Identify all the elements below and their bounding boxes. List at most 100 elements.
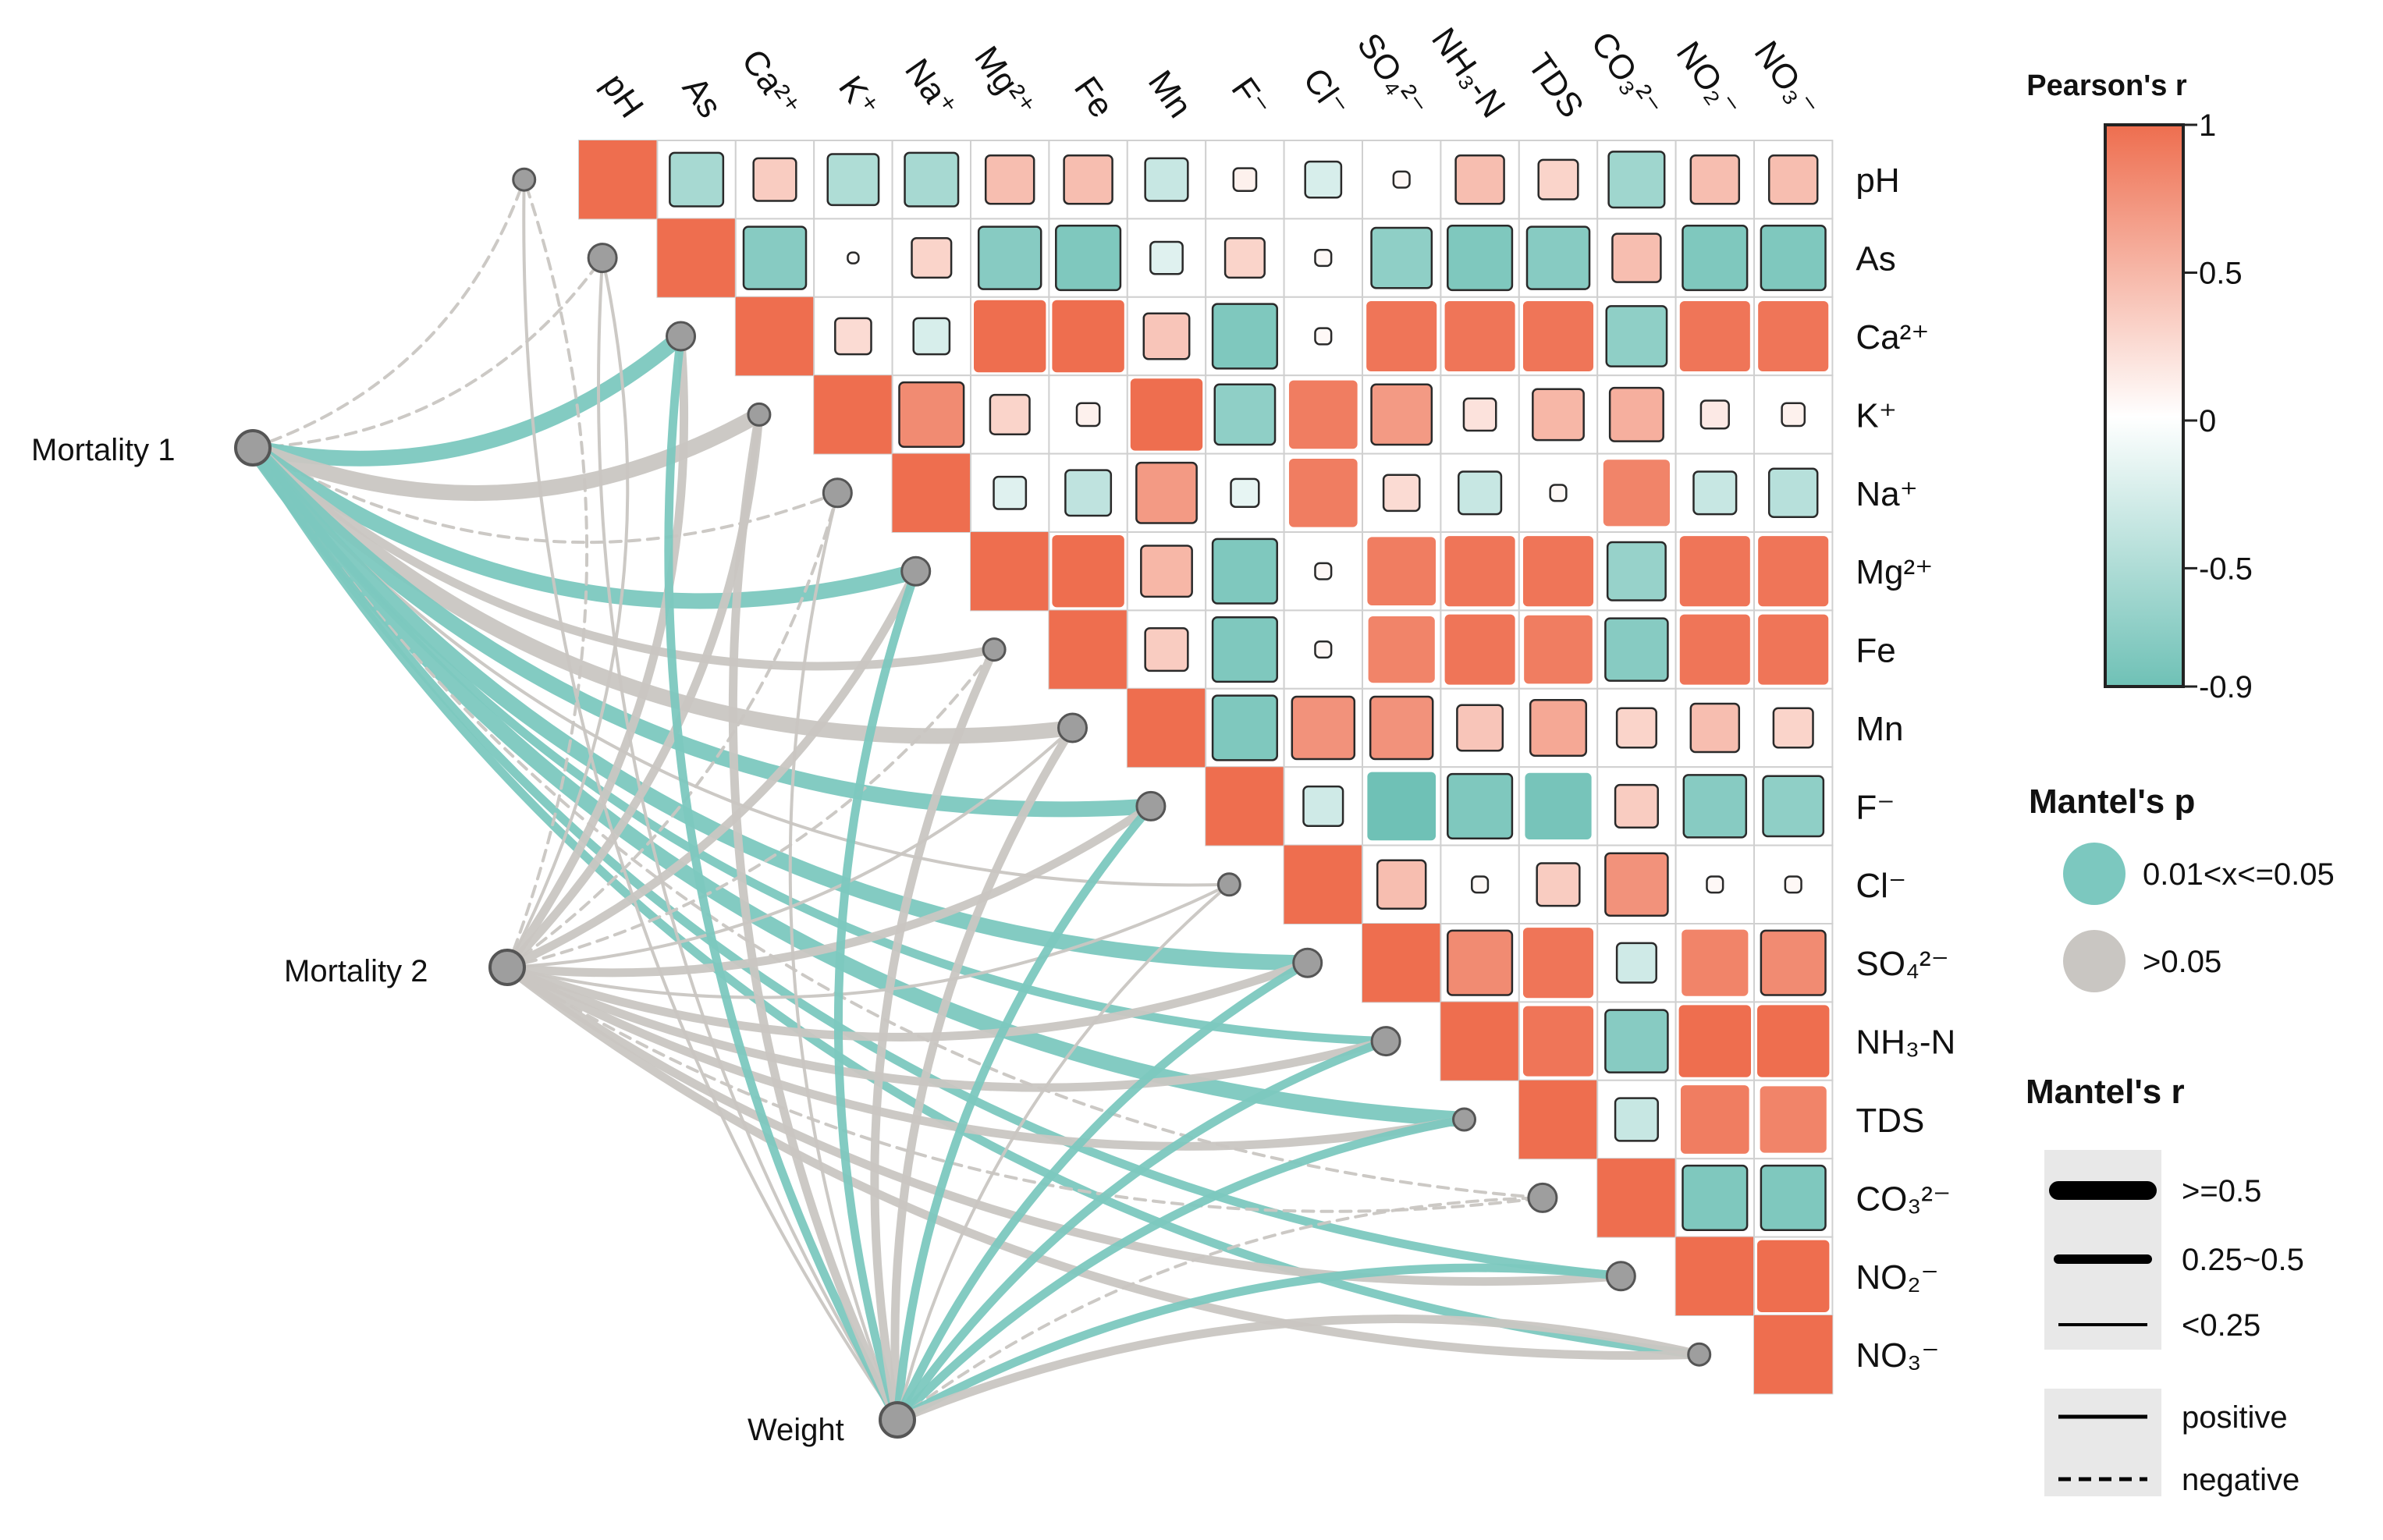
mantel-link xyxy=(893,1315,1704,1425)
mantel-link xyxy=(506,882,1231,999)
mantel-nodes: Mortality 1 Mortality 2 Weight xyxy=(31,167,1712,1447)
correlation-cell xyxy=(1144,157,1189,202)
mantel-link xyxy=(893,1037,1390,1425)
mantel-link xyxy=(890,723,1078,1425)
right-variable-label: NO₂⁻ xyxy=(1856,1258,1938,1297)
correlation-cell xyxy=(1758,614,1829,685)
source-node-label: Mortality 2 xyxy=(284,954,428,988)
correlation-cell xyxy=(1447,772,1514,839)
correlation-cell xyxy=(1392,170,1411,189)
mantel-link xyxy=(896,882,1231,1421)
mantel-link xyxy=(893,1115,1469,1425)
correlation-cell xyxy=(1682,774,1748,839)
correlation-cell xyxy=(912,317,951,356)
correlation-cell xyxy=(1604,1009,1669,1073)
correlation-cell xyxy=(1679,536,1750,607)
correlation-cell xyxy=(1760,225,1827,292)
correlation-cell xyxy=(1757,1240,1830,1312)
correlation-cell xyxy=(742,225,808,290)
mantel-link xyxy=(503,332,689,972)
correlation-cell xyxy=(1284,845,1362,924)
top-variable-label: Na⁺ xyxy=(897,52,964,125)
mantel-p-sig-swatch xyxy=(2063,843,2126,905)
correlation-cell xyxy=(1314,327,1333,346)
correlation-cell xyxy=(1458,470,1503,516)
correlation-cell xyxy=(911,237,953,279)
correlation-cell xyxy=(1522,536,1594,607)
colorbar-tick-label: 1 xyxy=(2199,108,2216,143)
correlation-cell xyxy=(1699,399,1730,430)
correlation-cell xyxy=(1368,616,1435,683)
correlation-cell xyxy=(1525,772,1592,839)
correlation-cell xyxy=(1302,785,1344,827)
correlation-cell xyxy=(1615,707,1657,749)
correlation-cell xyxy=(1682,929,1749,996)
mantel-link xyxy=(503,958,1312,1041)
mantel-link xyxy=(245,440,924,609)
target-node xyxy=(512,167,537,192)
correlation-cell xyxy=(1063,154,1113,205)
correlation-cell xyxy=(1366,300,1437,372)
correlation-cell xyxy=(826,153,880,207)
grid-cell xyxy=(1753,452,1834,533)
correlation-cell xyxy=(989,393,1031,435)
correlation-cell xyxy=(1604,852,1669,917)
correlation-cell xyxy=(1754,1315,1833,1394)
mantel-link xyxy=(522,178,899,1421)
right-variable-label: Fe xyxy=(1856,632,1895,670)
correlation-cell xyxy=(1369,695,1434,761)
correlation-cell xyxy=(1758,300,1829,372)
correlation-cell xyxy=(1611,232,1662,283)
correlation-cell xyxy=(1314,640,1333,659)
correlation-cell xyxy=(1232,167,1258,193)
correlation-cell xyxy=(1471,875,1490,894)
mantel-links xyxy=(245,178,1704,1425)
correlation-cell xyxy=(1075,402,1101,428)
target-node xyxy=(747,402,772,427)
correlation-cell xyxy=(1213,383,1277,446)
mantel-link xyxy=(597,256,899,1421)
correlation-cell xyxy=(1689,702,1741,754)
correlation-cell xyxy=(735,296,815,376)
correlation-cell xyxy=(1288,458,1358,527)
mantel-link xyxy=(503,963,1625,1286)
mantel-link xyxy=(896,1196,1544,1421)
correlation-cell xyxy=(1462,397,1497,432)
mantel-link xyxy=(503,963,1704,1361)
correlation-cell xyxy=(1679,614,1750,685)
right-variable-label: NH₃-N xyxy=(1856,1024,1955,1062)
correlation-cell xyxy=(1606,541,1667,601)
correlation-cell xyxy=(1615,942,1657,984)
correlation-cell xyxy=(1230,477,1260,508)
correlation-cell xyxy=(1762,775,1825,838)
correlation-cell xyxy=(1524,615,1593,684)
correlation-cell xyxy=(1144,627,1189,672)
mantel-link xyxy=(503,963,1469,1151)
correlation-cell xyxy=(1142,312,1191,360)
top-variable-label: Fe xyxy=(1067,70,1121,125)
correlation-cell xyxy=(1760,1086,1827,1153)
correlation-cell xyxy=(1049,610,1128,689)
target-node xyxy=(587,243,618,274)
mantel-link xyxy=(503,963,1390,1092)
mantel-link xyxy=(833,566,921,1425)
mantel-p-nonsig-label: >0.05 xyxy=(2143,945,2221,979)
mantel-r-thick-label: >=0.5 xyxy=(2182,1174,2261,1208)
target-node xyxy=(666,321,697,352)
source-node-label: Weight xyxy=(748,1413,844,1447)
correlation-cell xyxy=(971,532,1049,611)
colorbar-tick-label: 0 xyxy=(2199,404,2216,438)
correlation-cell xyxy=(1314,562,1333,580)
mantel-link xyxy=(506,256,630,969)
correlation-cell xyxy=(669,151,725,208)
mantel-link xyxy=(870,645,999,1425)
correlation-cell xyxy=(1130,378,1203,451)
right-variable-label: Mg²⁺ xyxy=(1856,553,1933,591)
correlation-cell xyxy=(1376,859,1427,910)
correlation-cell xyxy=(1706,875,1724,894)
correlation-cell xyxy=(1680,1085,1749,1154)
correlation-cell xyxy=(1772,707,1814,749)
correlation-cell xyxy=(1758,536,1829,607)
correlation-cell xyxy=(1675,1237,1754,1315)
